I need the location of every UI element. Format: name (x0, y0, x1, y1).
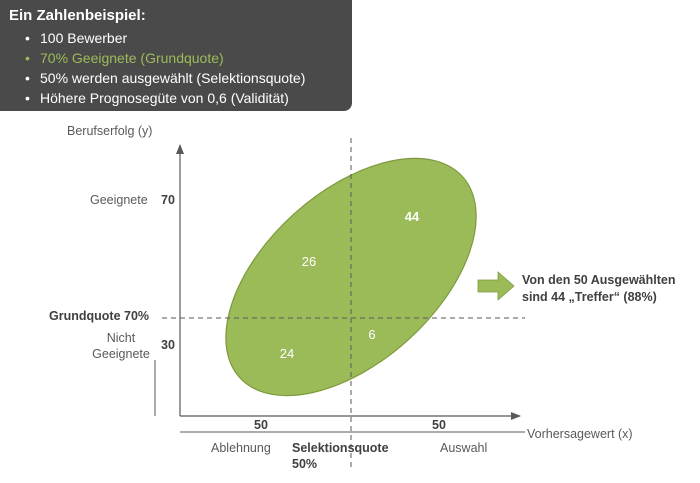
callout-arrow-icon (477, 271, 515, 301)
quadrant-bottom-right: 6 (368, 327, 375, 342)
infobox-item-validity: Höhere Prognosegüte von 0,6 (Validität) (25, 88, 305, 108)
selection-rate-label: Selektionsquote 50% (292, 441, 389, 471)
quadrant-top-left: 26 (302, 254, 316, 269)
example-infobox: Ein Zahlenbeispiel: 100 Bewerber 70% Gee… (0, 0, 352, 111)
quadrant-top-right: 44 (405, 209, 420, 224)
infobox-item-selection-rate: 50% werden ausgewählt (Selektionsquote) (25, 68, 305, 88)
suitable-label: Geeignete (90, 193, 148, 207)
y-axis-label: Berufserfolg (y) (67, 124, 153, 138)
rejection-label: Ablehnung (211, 441, 271, 455)
selection-rate-line1: Selektionsquote (292, 441, 389, 455)
callout-line1: Von den 50 Ausgewählten (522, 273, 676, 287)
callout-text: Von den 50 Ausgewählten sind 44 „Treffer… (522, 272, 676, 306)
infobox-item-base-rate: 70% Geeignete (Grundquote) (25, 48, 305, 68)
selection-label: Auswahl (440, 441, 488, 455)
suitable-value: 70 (161, 193, 175, 207)
rejection-value: 50 (254, 418, 268, 432)
unsuitable-label-line2: Geeignete (92, 347, 150, 361)
quadrant-bottom-left: 24 (280, 346, 294, 361)
callout-line2: sind 44 „Treffer“ (88%) (522, 290, 657, 304)
unsuitable-label: Nicht Geeignete (88, 331, 154, 361)
x-axis-label: Vorhersagewert (x) (527, 427, 633, 441)
base-rate-label: Grundquote 70% (49, 309, 150, 323)
selection-value: 50 (432, 418, 446, 432)
infobox-list: 100 Bewerber 70% Geeignete (Grundquote) … (25, 28, 305, 108)
infobox-item-applicants: 100 Bewerber (25, 28, 305, 48)
unsuitable-value: 30 (161, 338, 175, 352)
selection-rate-line2: 50% (292, 457, 318, 471)
unsuitable-label-line1: Nicht (106, 331, 136, 345)
infobox-title: Ein Zahlenbeispiel: (9, 7, 146, 24)
